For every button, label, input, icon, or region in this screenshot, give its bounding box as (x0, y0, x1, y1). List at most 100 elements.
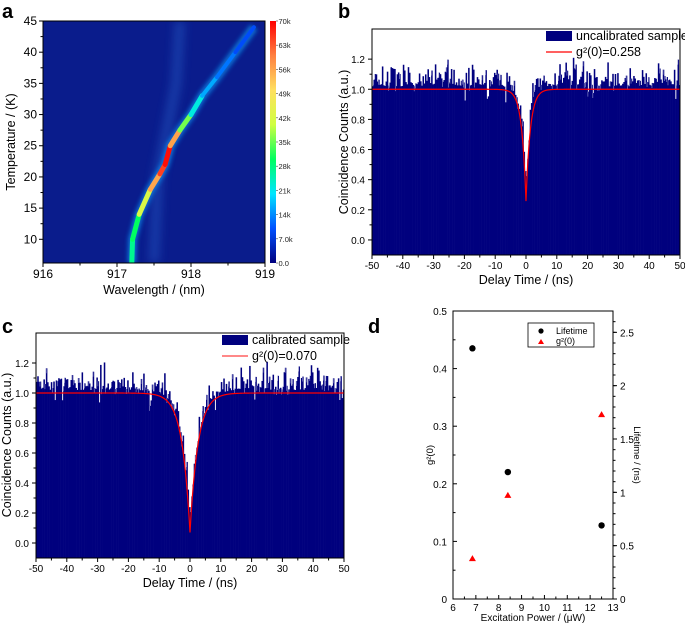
histogram-bar (244, 388, 246, 558)
histogram-bar (209, 398, 212, 558)
histogram-bar (208, 385, 211, 558)
histogram-bar (645, 73, 648, 255)
histogram-bar (471, 64, 474, 255)
histogram-bar (586, 71, 588, 255)
histogram-bar (599, 84, 602, 255)
histogram-bar (138, 388, 140, 558)
y-tick-label: 0.8 (351, 115, 365, 126)
histogram-bar (245, 383, 247, 558)
histogram-bar (413, 86, 416, 255)
y-tick-label: 15 (24, 201, 38, 215)
histogram-bar (394, 68, 396, 255)
histogram-bar (402, 64, 405, 255)
g2-point (468, 555, 476, 562)
histogram-bar (455, 82, 458, 255)
histogram-bar (665, 79, 667, 256)
histogram-bar (550, 85, 553, 255)
histogram-bar (546, 86, 549, 255)
x-tick-label: -20 (121, 564, 136, 575)
histogram-bar (246, 379, 249, 558)
histogram-bar (551, 84, 554, 255)
histogram-bar (524, 171, 527, 255)
fit-curve (372, 88, 680, 202)
colorbar-tick-label: 42k (279, 114, 291, 123)
histogram-bar (544, 82, 547, 255)
histogram-bar (433, 83, 436, 255)
y-tick-label: 0.2 (15, 509, 29, 520)
histogram-bar (473, 69, 475, 255)
histogram-bar (496, 69, 498, 255)
histogram-bar (587, 91, 590, 255)
histogram-bar (321, 384, 324, 558)
histogram-bar (307, 385, 309, 558)
histogram-bar (529, 109, 532, 255)
histogram-bar (482, 84, 485, 255)
histogram-bar (95, 389, 97, 558)
histogram-bar (421, 85, 423, 255)
colorbar (270, 21, 276, 263)
histogram-bar (97, 381, 100, 558)
histogram-bar (514, 94, 517, 255)
x-tick-label: 919 (255, 267, 275, 281)
histogram-bar (98, 402, 101, 558)
histogram-bar (408, 72, 411, 255)
histogram-bar (442, 81, 444, 256)
histogram-bar (109, 388, 112, 558)
histogram-bar (447, 59, 449, 255)
histogram-bar (262, 367, 265, 558)
histogram-bar (202, 406, 204, 558)
histogram-bar (201, 422, 203, 558)
histogram-bar (302, 376, 304, 558)
histogram-bar (185, 470, 187, 558)
y-tick-label: 1.0 (351, 85, 365, 96)
heatmap-trace-segment (136, 186, 153, 217)
histogram-bar (156, 384, 159, 558)
histogram-bar (277, 375, 280, 558)
x-tick-label: 12 (585, 603, 597, 614)
histogram-bar (37, 376, 39, 558)
histogram-bar (574, 68, 576, 256)
heatmap-trace-segment (200, 75, 219, 98)
histogram-bar (234, 388, 236, 558)
histogram-bar (652, 83, 655, 256)
histogram-bar (153, 391, 155, 558)
histogram-bar (213, 395, 215, 558)
histogram-bar (592, 93, 595, 255)
legend-label-fit: g²(0)=0.070 (252, 349, 317, 363)
histogram-bar (666, 77, 668, 255)
x-tick-label: 10 (539, 603, 551, 614)
histogram-bar (391, 68, 394, 255)
histogram-bar (140, 378, 143, 558)
histogram-bar (373, 79, 375, 256)
histogram-bar (164, 373, 166, 558)
histogram-bar (654, 77, 656, 255)
histogram-bar (572, 57, 575, 255)
histogram-bar (609, 81, 612, 255)
histogram-bar (303, 389, 305, 558)
histogram-bar (139, 390, 142, 558)
x-tick-label: 918 (181, 267, 201, 281)
histogram-bar (177, 411, 180, 558)
heatmap-xlabel: Wavelength / (nm) (103, 283, 205, 297)
uncalibrated-histogram-axes: -50 -40 -30 -20 -10 0 10 20 30 40 50 0.0 0.2 0.4 0.6 0.… (351, 55, 685, 272)
histogram-bar (558, 75, 560, 255)
y-tick-label: 40 (24, 45, 38, 59)
x-tick-label: 11 (562, 603, 573, 614)
histogram-bar (585, 82, 587, 255)
histogram-bar (497, 73, 500, 255)
histogram-bar (392, 68, 395, 256)
histogram-bar (561, 82, 564, 255)
histogram-bar (601, 80, 603, 255)
histogram-bar (449, 78, 452, 255)
histogram-bar (235, 377, 238, 558)
histogram-bar (113, 381, 116, 558)
legend-swatch-histogram (546, 31, 572, 41)
colorbar-tick-label: 63k (279, 41, 291, 50)
histogram-bar (581, 71, 583, 256)
histogram-bar (452, 83, 454, 255)
histogram-bar (528, 140, 530, 255)
histogram-bar (386, 71, 389, 255)
histogram-bar (87, 381, 90, 558)
scatter-frame (452, 310, 614, 600)
x-tick-label: 10 (551, 261, 563, 272)
